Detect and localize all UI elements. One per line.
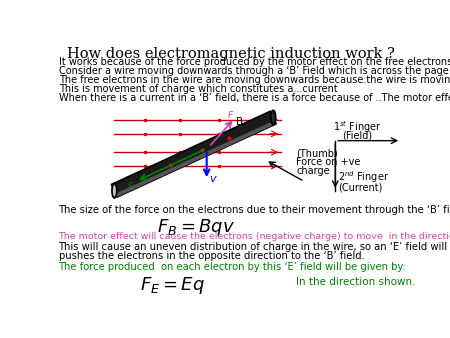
Text: This is movement of charge which constitutes a...current: This is movement of charge which constit… xyxy=(58,84,338,94)
Text: charge: charge xyxy=(297,166,330,176)
Ellipse shape xyxy=(113,186,116,196)
Polygon shape xyxy=(116,120,276,197)
Text: B: B xyxy=(236,117,243,126)
Text: When there is a current in a ‘B’ field, there is a force because of ..The motor : When there is a current in a ‘B’ field, … xyxy=(58,93,450,103)
Text: (Field): (Field) xyxy=(342,130,372,140)
Text: How does electromagnetic induction work ?: How does electromagnetic induction work … xyxy=(67,47,395,61)
Text: (Current): (Current) xyxy=(338,183,382,193)
Text: pushes the electrons in the opposite direction to the ‘B’ field.: pushes the electrons in the opposite dir… xyxy=(58,251,364,261)
Ellipse shape xyxy=(271,110,276,125)
Text: The motor effect will cause the electrons (negative charge) to move  in the dire: The motor effect will cause the electron… xyxy=(58,232,450,241)
Text: v: v xyxy=(209,174,216,184)
Text: $F_B = Bqv$: $F_B = Bqv$ xyxy=(157,217,235,238)
Text: The size of the force on the electrons due to their movement through the ‘B’ fie: The size of the force on the electrons d… xyxy=(58,204,450,215)
Text: $F_E$: $F_E$ xyxy=(127,180,138,193)
Text: 2$^{nd}$ Finger: 2$^{nd}$ Finger xyxy=(338,170,389,186)
Text: $F_E = Eq$: $F_E = Eq$ xyxy=(140,275,205,296)
Text: This will cause an uneven distribution of charge in the wire, so an ‘E’ field wi: This will cause an uneven distribution o… xyxy=(58,242,450,252)
Polygon shape xyxy=(112,111,276,197)
Text: In the direction shown.: In the direction shown. xyxy=(297,277,416,287)
Text: 1$^{st}$ Finger: 1$^{st}$ Finger xyxy=(333,119,382,135)
Text: The force produced  on each electron by this ‘E’ field will be given by:: The force produced on each electron by t… xyxy=(58,262,406,271)
Text: The free electrons in the wire are moving downwards because.the wire is moving d: The free electrons in the wire are movin… xyxy=(58,75,450,85)
Text: $F$: $F$ xyxy=(227,108,234,120)
Text: It works because of the force produced by the motor effect on the free electrons: It works because of the force produced b… xyxy=(58,57,450,67)
Text: Consider a wire moving downwards through a ‘B’ Field which is across the page as: Consider a wire moving downwards through… xyxy=(58,66,450,76)
Ellipse shape xyxy=(112,184,117,198)
Text: Force on +ve: Force on +ve xyxy=(297,157,361,167)
Text: (Thumb): (Thumb) xyxy=(297,149,338,159)
